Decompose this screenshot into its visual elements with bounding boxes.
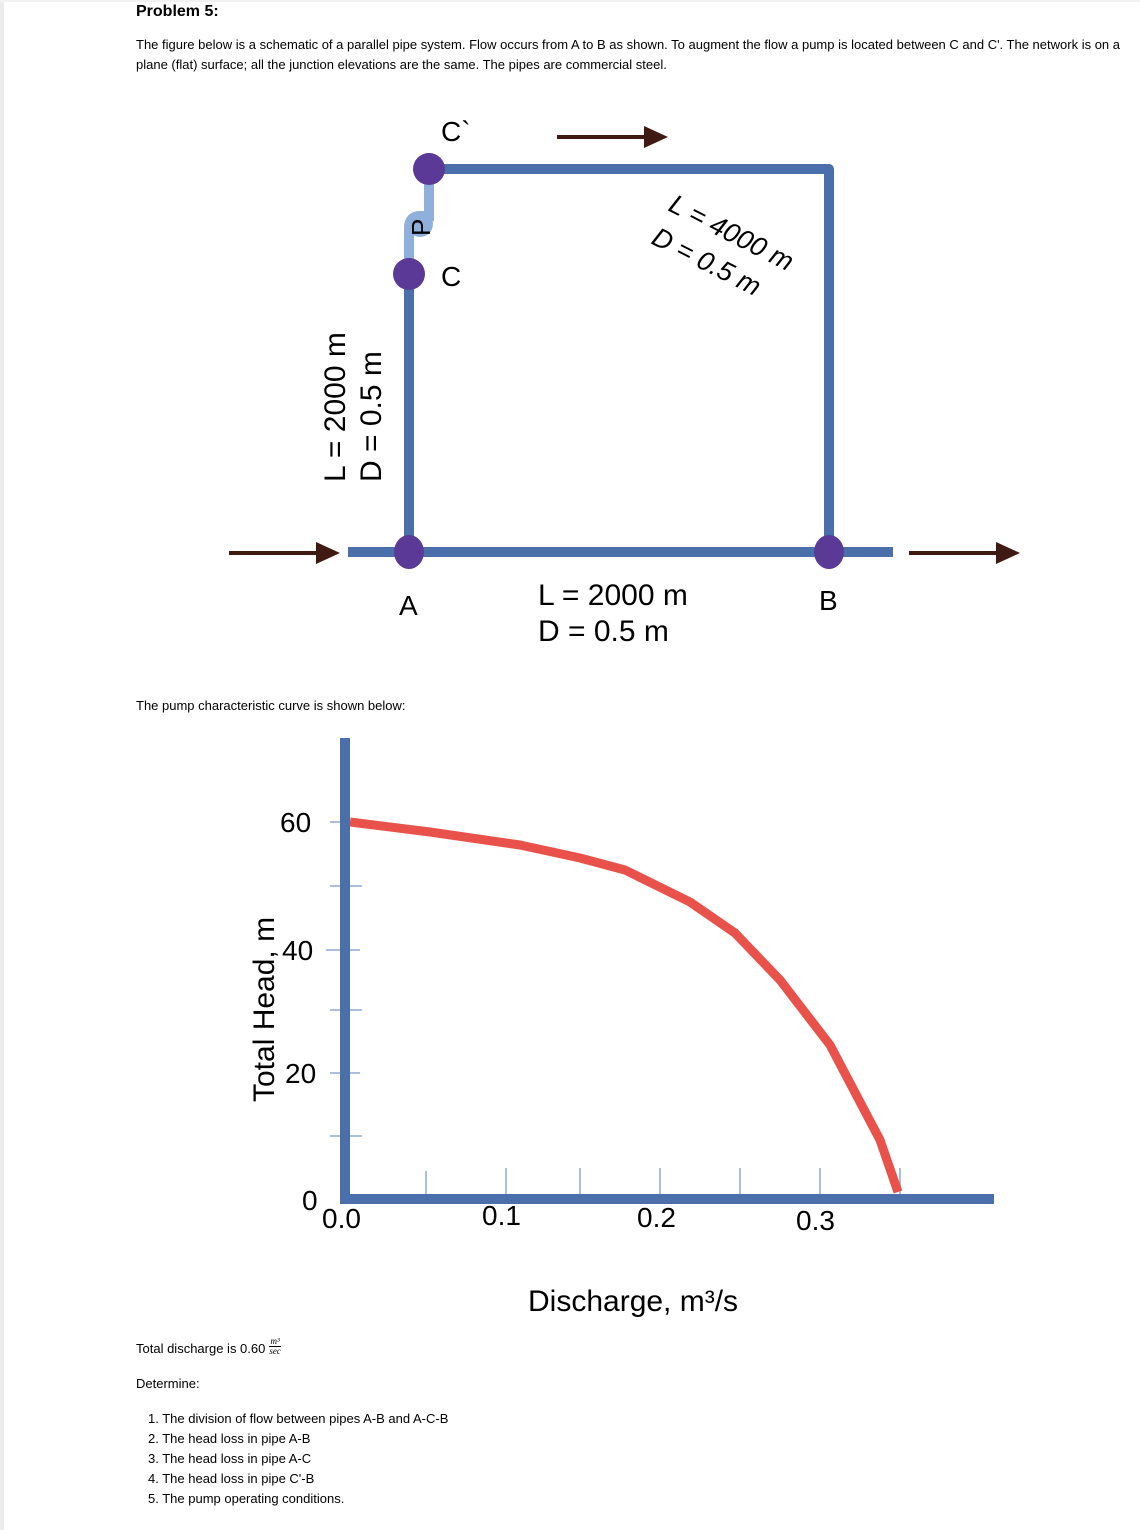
task-item: 4. The head loss in pipe C'-B (148, 1471, 315, 1486)
flow-arrow-out (909, 542, 1020, 564)
determine-label: Determine: (136, 1376, 200, 1391)
y-tick-60: 60 (280, 807, 311, 838)
page-left-edge (0, 0, 4, 1530)
task-item: 3. The head loss in pipe A-C (148, 1451, 312, 1466)
flow-arrow-in (229, 542, 340, 564)
unit-numerator: m³ (269, 1336, 281, 1347)
node-a (394, 535, 424, 569)
y-axis-label: Total Head, m (248, 917, 281, 1102)
pipe-network-schematic: C` C A B P L = 2000 m D = 0.5 m L = 4000… (229, 116, 1020, 648)
task-item: 1. The division of flow between pipes A-… (148, 1411, 449, 1426)
pump-curve-line (349, 817, 903, 1194)
label-c: C (441, 261, 461, 292)
label-b: B (819, 585, 838, 616)
y-tick-0: 0 (302, 1185, 318, 1216)
x-tick-0: 0.0 (322, 1203, 361, 1234)
x-axis (340, 1194, 994, 1204)
pump-body (407, 211, 433, 237)
y-tick-40: 40 (282, 935, 313, 966)
task-item: 2. The head loss in pipe A-B (148, 1431, 311, 1446)
node-c (393, 258, 425, 290)
pipe-ab-diameter: D = 0.5 m (538, 615, 669, 648)
x-axis-label: Discharge, m³/s (528, 1285, 738, 1318)
x-tick-0-2: 0.2 (637, 1202, 676, 1233)
pipe-ac-diameter: D = 0.5 m (355, 351, 388, 482)
y-axis (340, 738, 350, 1203)
node-b (814, 535, 844, 569)
pump-curve-chart: 60 40 20 0 0.0 0.1 0.2 0.3 Total Head, m… (248, 738, 994, 1318)
x-axis-ticks (425, 1168, 901, 1197)
unit-denominator: sec (269, 1346, 281, 1356)
flow-arrow-top (557, 126, 668, 148)
pipe-ac-length: L = 2000 m (319, 332, 352, 482)
x-tick-0-1: 0.1 (482, 1200, 521, 1231)
x-tick-0-3: 0.3 (796, 1205, 835, 1236)
task-item: 5. The pump operating conditions. (148, 1491, 345, 1506)
given-discharge: Total discharge is 0.60 m³ sec (136, 1337, 281, 1359)
label-c-prime: C` (441, 116, 471, 147)
problem-title: Problem 5: (136, 3, 219, 20)
node-c-prime (413, 153, 445, 185)
pipe-cprime-b (429, 164, 834, 552)
label-a: A (399, 590, 418, 621)
pipe-ab-length: L = 2000 m (538, 579, 688, 612)
label-pump: P (406, 219, 436, 236)
curve-intro-text: The pump characteristic curve is shown b… (136, 698, 406, 713)
page-top-edge (0, 0, 1140, 2)
given-discharge-text: Total discharge is 0.60 (136, 1340, 266, 1356)
task-list: 1. The division of flow between pipes A-… (148, 1409, 448, 1509)
y-tick-20: 20 (285, 1058, 316, 1089)
pipes (348, 164, 893, 557)
unit-fraction: m³ sec (269, 1337, 281, 1356)
problem-intro: The figure below is a schematic of a par… (136, 37, 1120, 72)
